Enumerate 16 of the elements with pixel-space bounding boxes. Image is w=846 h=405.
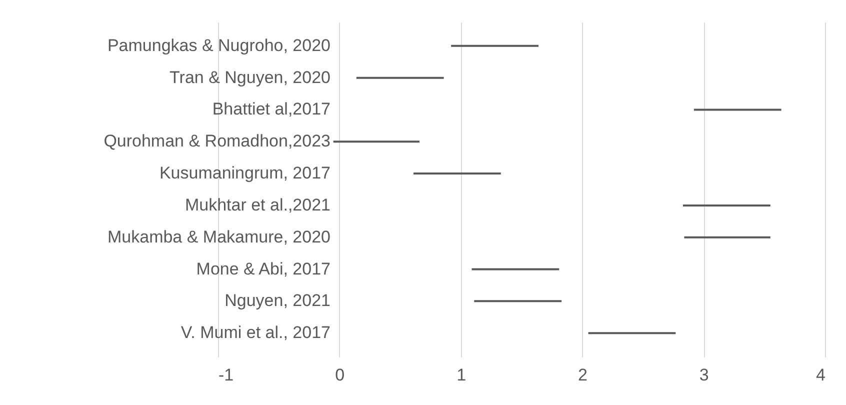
- x-tick-label: 1: [456, 366, 466, 384]
- y-tick-label: Mukhtar et al.,2021: [184, 195, 330, 214]
- y-tick-label: Tran & Nguyen, 2020: [170, 68, 330, 87]
- y-tick-label: Nguyen, 2021: [224, 291, 330, 310]
- y-tick-label: Qurohman & Romadhon,2023: [104, 132, 330, 151]
- y-tick-label: Kusumaningrum, 2017: [159, 164, 330, 183]
- x-tick-label: 2: [578, 366, 588, 384]
- y-tick-label: Pamungkas & Nugroho, 2020: [107, 36, 330, 55]
- y-tick-label: V. Mumi et al., 2017: [180, 323, 330, 342]
- x-tick-label: 0: [335, 366, 345, 384]
- y-tick-label: Mukamba & Makamure, 2020: [108, 227, 330, 246]
- x-tick-label: 4: [816, 366, 826, 384]
- x-tick-label: 3: [699, 366, 709, 384]
- x-tick-label: -1: [218, 366, 234, 384]
- y-tick-label: Bhattiet al,2017: [212, 100, 330, 119]
- y-tick-label: Mone & Abi, 2017: [196, 259, 330, 278]
